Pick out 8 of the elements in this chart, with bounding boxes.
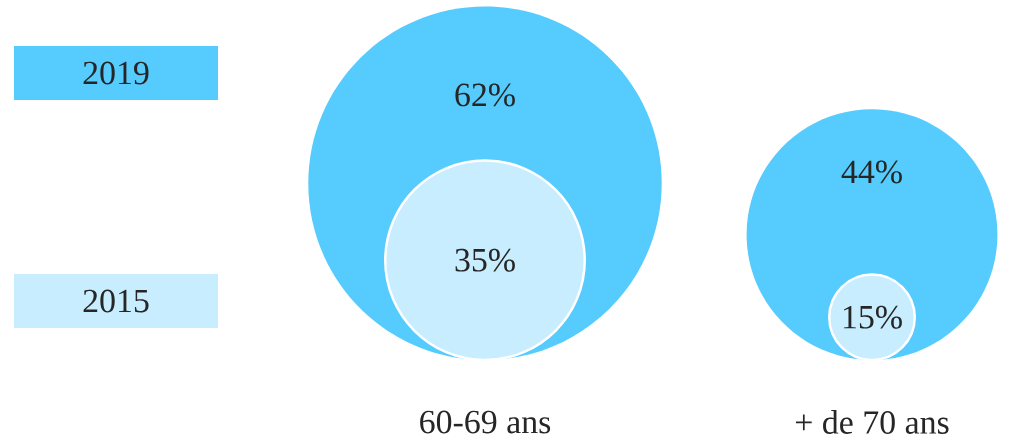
category-label: 60-69 ans: [420, 410, 551, 434]
category-label: + de 70 ans: [795, 410, 949, 434]
data-label: 35%: [455, 248, 515, 272]
text: 2015: [83, 289, 149, 313]
data-label: 15%: [843, 305, 902, 329]
data-label: 44%: [841, 160, 902, 184]
data-label: 62%: [455, 83, 515, 107]
text: 2019: [83, 61, 149, 85]
